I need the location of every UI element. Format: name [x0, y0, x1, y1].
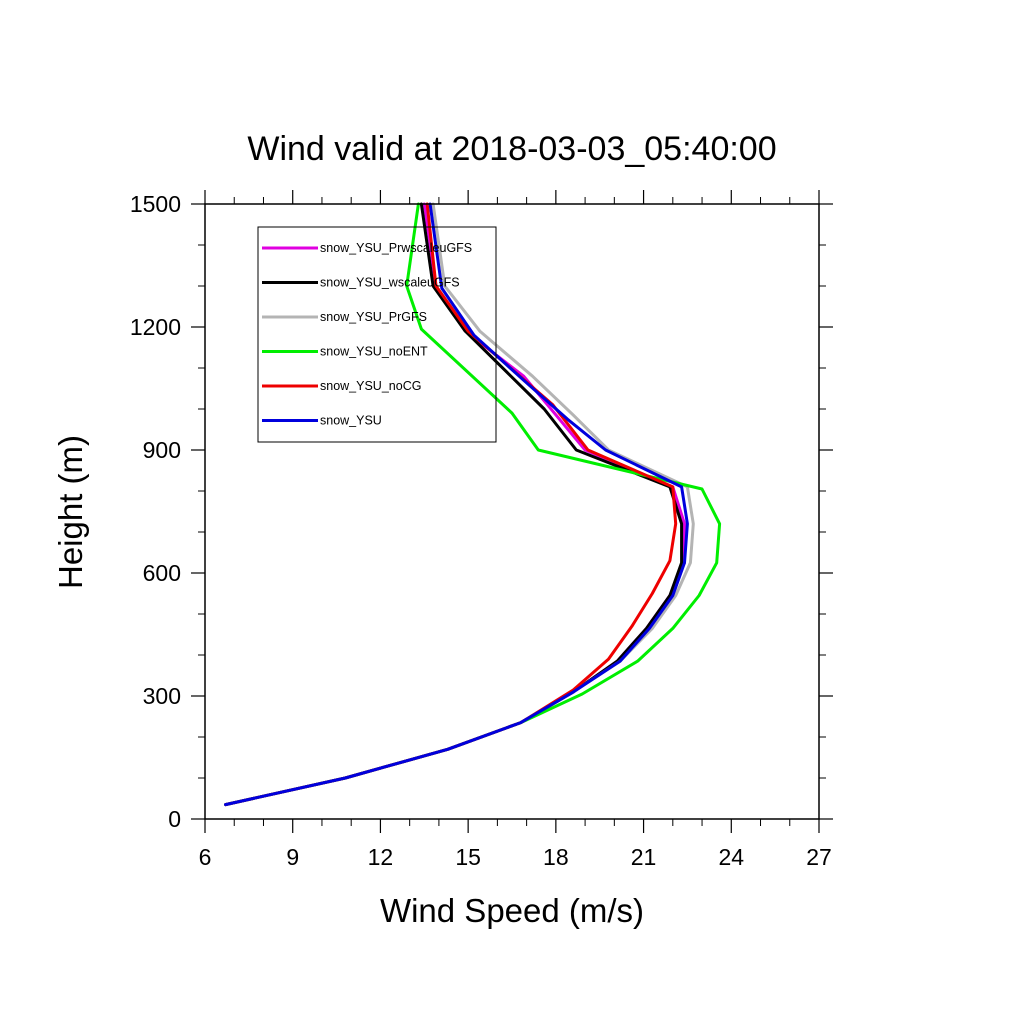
legend-label: snow_YSU — [320, 414, 382, 428]
legend-box — [257, 226, 497, 443]
x-tick-label: 24 — [718, 844, 744, 870]
x-tick-label: 6 — [199, 844, 212, 870]
legend-items: snow_YSU_PrwscaleuGFS snow_YSU_wscaleuGFS… — [262, 241, 472, 428]
y-tick-label: 0 — [168, 806, 181, 832]
legend-label: snow_YSU_noCG — [320, 379, 421, 393]
x-tick-label: 18 — [543, 844, 569, 870]
y-tick-label: 600 — [143, 560, 181, 586]
y-axis-title: Height (m) — [52, 435, 89, 589]
x-tick-label: 9 — [286, 844, 299, 870]
plot-frame — [204, 203, 820, 820]
x-axis-title: Wind Speed (m/s) — [380, 892, 644, 929]
y-tick-label: 300 — [143, 683, 181, 709]
legend-label: snow_YSU_PrGFS — [320, 310, 427, 324]
x-tick-label: 12 — [368, 844, 394, 870]
y-tick-label: 900 — [143, 437, 181, 463]
legend-label: snow_YSU_noENT — [320, 345, 428, 359]
y-tick-label: 1200 — [130, 314, 181, 340]
legend: snow_YSU_PrwscaleuGFS snow_YSU_wscaleuGFS… — [257, 226, 497, 443]
legend-label: snow_YSU_wscaleuGFS — [320, 276, 460, 290]
legend-label: snow_YSU_PrwscaleuGFS — [320, 241, 472, 255]
chart-title: Wind valid at 2018-03-03_05:40:00 — [247, 130, 776, 168]
series-line-5 — [224, 202, 689, 807]
series-layer — [224, 202, 722, 807]
x-tick-label: 15 — [455, 844, 481, 870]
x-tick-label: 21 — [631, 844, 657, 870]
x-tick-label: 27 — [806, 844, 832, 870]
y-tick-label: 1500 — [130, 191, 181, 217]
ticks-layer: 6 9 12 15 18 21 24 27 0 300 600 900 1200 1500 — [130, 190, 833, 870]
